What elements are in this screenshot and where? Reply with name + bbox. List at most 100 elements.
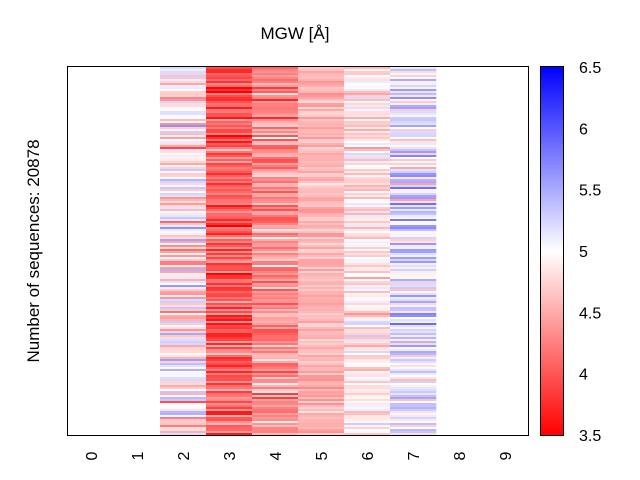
heatmap-row-cell bbox=[206, 329, 253, 331]
heatmap-row-cell bbox=[298, 165, 345, 167]
heatmap-row-cell bbox=[160, 359, 207, 361]
heatmap-row-cell bbox=[298, 177, 345, 179]
heatmap-row-cell bbox=[344, 267, 391, 269]
heatmap-row-cell bbox=[298, 119, 345, 121]
heatmap-row-cell bbox=[344, 227, 391, 229]
heatmap-row-cell bbox=[160, 137, 207, 139]
heatmap-row-cell bbox=[344, 87, 391, 89]
heatmap-row-cell bbox=[344, 143, 391, 145]
heatmap-row-cell bbox=[344, 193, 391, 195]
heatmap-row-cell bbox=[160, 165, 207, 167]
heatmap-row-cell bbox=[160, 351, 207, 353]
heatmap-row-cell bbox=[344, 103, 391, 105]
heatmap-row-cell bbox=[298, 127, 345, 129]
heatmap-row-cell bbox=[252, 331, 299, 333]
heatmap-row-cell bbox=[390, 371, 437, 373]
heatmap-row-cell bbox=[298, 373, 345, 375]
heatmap-row-cell bbox=[160, 279, 207, 281]
heatmap-row-cell bbox=[390, 383, 437, 385]
heatmap-row-cell bbox=[252, 147, 299, 149]
heatmap-row-cell bbox=[344, 221, 391, 223]
heatmap-row-cell bbox=[206, 239, 253, 241]
heatmap-row-cell bbox=[344, 93, 391, 95]
heatmap-row-cell bbox=[160, 73, 207, 75]
heatmap-row-cell bbox=[252, 173, 299, 175]
heatmap-row-cell bbox=[160, 83, 207, 85]
heatmap-row-cell bbox=[160, 291, 207, 293]
heatmap-row-cell bbox=[344, 205, 391, 207]
heatmap-row-cell bbox=[390, 403, 437, 405]
heatmap-row-cell bbox=[160, 91, 207, 93]
heatmap-row-cell bbox=[206, 91, 253, 93]
heatmap-row-cell bbox=[390, 127, 437, 129]
heatmap-row-cell bbox=[344, 99, 391, 101]
heatmap-row-cell bbox=[160, 109, 207, 111]
heatmap-row-cell bbox=[298, 357, 345, 359]
heatmap-row-cell bbox=[206, 337, 253, 339]
heatmap-row-cell bbox=[206, 79, 253, 81]
heatmap-row-cell bbox=[390, 249, 437, 251]
heatmap-row-cell bbox=[298, 209, 345, 211]
heatmap-row-cell bbox=[160, 101, 207, 103]
heatmap-row-cell bbox=[206, 185, 253, 187]
heatmap-row-cell bbox=[252, 105, 299, 107]
heatmap-row-cell bbox=[344, 223, 391, 225]
heatmap-row-cell bbox=[390, 349, 437, 351]
colorbar-tick-label: 5.5 bbox=[579, 183, 601, 200]
heatmap-row-cell bbox=[390, 211, 437, 213]
heatmap-row-cell bbox=[298, 265, 345, 267]
heatmap-row-cell bbox=[298, 123, 345, 125]
heatmap-row-cell bbox=[390, 171, 437, 173]
heatmap-row-cell bbox=[206, 359, 253, 361]
heatmap-row-cell bbox=[160, 191, 207, 193]
heatmap-row-cell bbox=[160, 417, 207, 419]
heatmap-row-cell bbox=[252, 263, 299, 265]
heatmap-row-cell bbox=[206, 139, 253, 141]
heatmap-row-cell bbox=[344, 209, 391, 211]
heatmap-row-cell bbox=[252, 343, 299, 345]
heatmap-row-cell bbox=[252, 73, 299, 75]
heatmap-row-cell bbox=[206, 147, 253, 149]
heatmap-row-cell bbox=[344, 377, 391, 379]
heatmap-row-cell bbox=[344, 365, 391, 367]
heatmap-row-cell bbox=[390, 107, 437, 109]
heatmap-row-cell bbox=[344, 401, 391, 403]
heatmap-row-cell bbox=[390, 241, 437, 243]
heatmap-row-cell bbox=[160, 431, 207, 433]
heatmap-row-cell bbox=[252, 219, 299, 221]
heatmap-row-cell bbox=[206, 241, 253, 243]
heatmap-row-cell bbox=[344, 317, 391, 319]
heatmap-row-cell bbox=[252, 335, 299, 337]
heatmap-row-cell bbox=[344, 197, 391, 199]
heatmap-row-cell bbox=[252, 229, 299, 231]
heatmap-row-cell bbox=[390, 333, 437, 335]
heatmap-row-cell bbox=[206, 97, 253, 99]
heatmap-row-cell bbox=[252, 135, 299, 137]
heatmap-row-cell bbox=[252, 357, 299, 359]
heatmap-row-cell bbox=[160, 375, 207, 377]
heatmap-row-cell bbox=[344, 101, 391, 103]
heatmap-row-cell bbox=[160, 273, 207, 275]
heatmap-row-cell bbox=[206, 257, 253, 259]
heatmap-row-cell bbox=[160, 383, 207, 385]
heatmap-row-cell bbox=[344, 73, 391, 75]
heatmap-row-cell bbox=[206, 427, 253, 429]
heatmap-row-cell bbox=[206, 417, 253, 419]
heatmap-row-cell bbox=[344, 419, 391, 421]
heatmap-row-cell bbox=[344, 381, 391, 383]
heatmap-row-cell bbox=[390, 111, 437, 113]
heatmap-row-cell bbox=[206, 357, 253, 359]
heatmap-row-cell bbox=[206, 225, 253, 227]
heatmap-row-cell bbox=[252, 421, 299, 423]
heatmap-row-cell bbox=[252, 297, 299, 299]
heatmap-row-cell bbox=[390, 201, 437, 203]
heatmap-row-cell bbox=[344, 207, 391, 209]
heatmap-row-cell bbox=[298, 263, 345, 265]
heatmap-row-cell bbox=[344, 345, 391, 347]
heatmap-row-cell bbox=[390, 225, 437, 227]
heatmap-row-cell bbox=[298, 389, 345, 391]
heatmap-row-cell bbox=[344, 189, 391, 191]
heatmap-row-cell bbox=[206, 169, 253, 171]
heatmap-row-cell bbox=[298, 375, 345, 377]
heatmap-row-cell bbox=[390, 267, 437, 269]
